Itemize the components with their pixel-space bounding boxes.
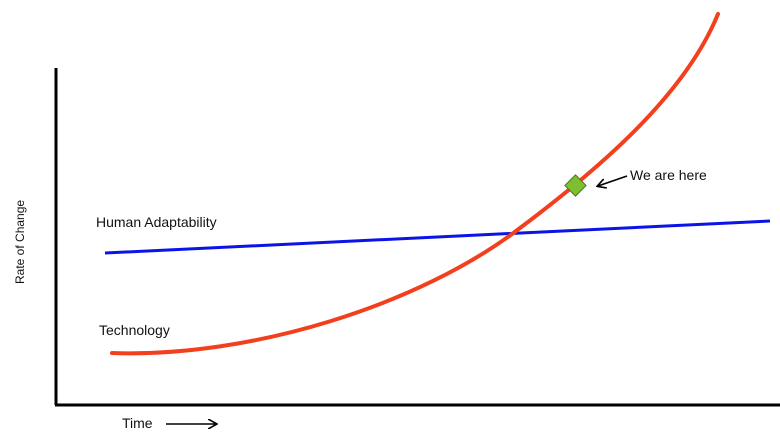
human-adaptability-label: Human Adaptability <box>96 214 217 230</box>
technology-curve <box>110 12 720 356</box>
x-axis-label: Time <box>122 415 153 431</box>
we-are-here-marker <box>564 174 587 197</box>
y-axis-label: Rate of Change <box>13 200 27 284</box>
technology-label: Technology <box>99 322 170 338</box>
annotation-arrow <box>598 175 628 186</box>
human-adaptability-line <box>104 219 771 255</box>
we-are-here-label: We are here <box>630 167 707 183</box>
